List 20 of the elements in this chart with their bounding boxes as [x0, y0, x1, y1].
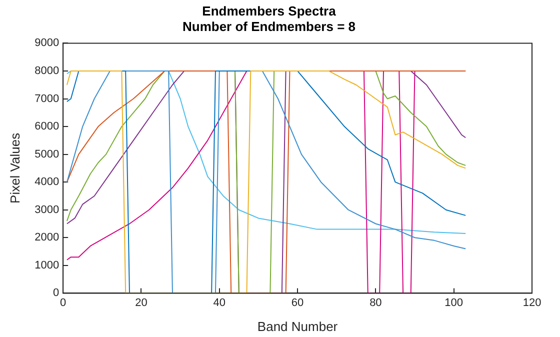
y-tick-label: 2000 — [34, 232, 60, 244]
x-tick-label: 40 — [213, 296, 226, 309]
y-tick-label: 3000 — [34, 204, 60, 216]
x-tick-label: 80 — [370, 296, 382, 309]
y-tick-label: 5000 — [34, 148, 60, 160]
x-tick-label: 100 — [444, 296, 464, 309]
y-axis-title: Pixel Values — [7, 132, 22, 204]
x-axis-title: Band Number — [257, 318, 338, 334]
y-tick-label: 0 — [52, 287, 60, 300]
y-tick-label: 6000 — [34, 120, 60, 133]
chart-title: Endmembers Spectra — [202, 3, 337, 18]
y-tick-label: 1000 — [34, 259, 60, 272]
x-tick-label: 60 — [291, 296, 304, 309]
y-tick-label: 9000 — [34, 37, 60, 50]
x-tick-label: 120 — [522, 296, 542, 309]
chart-subtitle: Number of Endmembers = 8 — [182, 18, 356, 34]
y-tick-label: 8000 — [34, 65, 60, 78]
y-tick-label: 4000 — [34, 176, 60, 188]
y-tick-label: 7000 — [34, 92, 60, 105]
x-tick-label: 20 — [135, 296, 148, 309]
